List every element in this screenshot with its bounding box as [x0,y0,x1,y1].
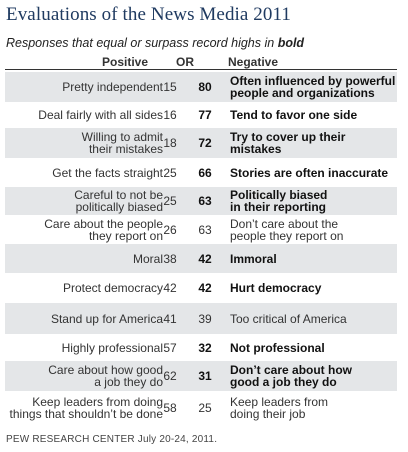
positive-label: Pretty independent [62,80,163,94]
text-line: Careful to not be [74,188,163,202]
column-header-positive: Positive [102,55,149,69]
text-line: Often influenced by powerful [230,74,396,88]
negative-label: Don’t care about how good a job they do [230,364,400,388]
positive-value: 26 [163,222,177,237]
negative-label: Not professional [230,340,325,355]
text-line: in their reporting [230,200,326,214]
text-line: Politically biased [230,188,328,202]
negative-value: 66 [198,165,212,180]
positive-value: 15 [163,80,177,94]
table-row: Careful to not be politically biased 25 63 P… [5,187,397,215]
column-header-or: OR [176,55,194,69]
table-row: Stand up for America 41 39 Too critical of … [5,303,397,334]
text-line: people they report on [230,228,344,243]
text-line: Try to cover up their [230,130,346,144]
negative-label: Stories are often inaccurate [230,165,389,180]
table-row: Get the facts straight 25 66 Stories are of… [5,158,397,187]
table-row: Care about how good a job they do 62 31 Don’… [5,361,397,391]
source-note: PEW RESEARCH CENTER July 20-24, 2011. [6,434,218,445]
negative-value: 42 [198,281,212,295]
negative-label: Hurt democracy [230,281,322,295]
text-line: Keep leaders from doing [32,394,163,409]
text-line: Care about how good [48,363,163,377]
negative-label: Immoral [230,251,277,266]
positive-value: 41 [163,311,177,326]
table-row: Deal fairly with all sides 16 77 Tend to fa… [5,101,397,128]
negative-value: 25 [198,400,212,415]
table-row: Keep leaders from doing things that shoul… [5,391,397,424]
negative-value: 77 [198,107,212,122]
text-line: politically biased [75,200,163,214]
text-line: Care about the people [44,216,163,231]
table-row: Pretty independent 15 80 Often influenced b… [5,72,397,102]
text-line: their mistakes [88,142,163,156]
negative-value: 80 [198,80,212,94]
column-header-negative: Negative [228,55,279,69]
positive-value: 42 [163,281,177,295]
positive-value: 58 [163,400,177,415]
negative-label: Too critical of America [230,311,347,326]
text-line: Don’t care about the [230,216,339,231]
subtitle-bold-word: bold [277,36,305,50]
positive-label: Stand up for America [50,311,163,326]
subtitle: Responses that equal or surpass record h… [6,36,304,50]
text-line: they report on [88,228,163,243]
text-line: people and organizations [230,86,375,100]
header-rule [5,69,397,70]
text-line: Keep leaders from [230,394,329,409]
positive-value: 18 [163,136,177,150]
negative-value: 63 [198,194,212,208]
positive-label: Willing to admit their mistakes [0,131,163,155]
positive-label: Highly professional [61,340,163,355]
positive-label: Careful to not be politically biased [0,189,163,213]
negative-value: 42 [198,251,212,266]
positive-label: Protect democracy [62,281,163,295]
negative-label: Don’t care about the people they report o… [230,218,400,242]
positive-value: 62 [163,369,177,383]
positive-label: Moral [132,251,163,266]
text-line: a job they do [94,375,163,389]
positive-label: Keep leaders from doing things that shoul… [0,396,163,420]
negative-label: Tend to favor one side [230,107,358,122]
negative-value: 72 [198,136,212,150]
text-line: Don’t care about how [230,363,353,377]
negative-value: 32 [198,340,212,355]
negative-value: 39 [198,311,212,326]
positive-label: Get the facts straight [52,165,163,180]
negative-value: 31 [198,369,212,383]
positive-label: Deal fairly with all sides [38,107,163,122]
positive-value: 38 [163,251,177,266]
positive-value: 25 [163,194,177,208]
positive-value: 25 [163,165,177,180]
text-line: doing their job [230,406,306,421]
table-row: Moral 38 42 Immoral [5,244,397,273]
positive-label: Care about the people they report on [0,218,163,242]
table-row: Highly professional 57 32 Not professional [5,334,397,361]
table-row: Willing to admit their mistakes 18 72 Try to… [5,128,397,158]
negative-label: Politically biased in their reporting [230,189,400,213]
text-line: Willing to admit [81,130,163,144]
text-line: good a job they do [230,375,337,389]
table-row: Protect democracy 42 42 Hurt democracy [5,273,397,303]
negative-label: Try to cover up their mistakes [230,131,400,155]
table-row: Care about the people they report on 26 63 D… [5,215,397,244]
text-line: mistakes [230,142,282,156]
negative-label: Keep leaders from doing their job [230,396,400,420]
subtitle-text: Responses that equal or surpass record h… [6,36,278,50]
negative-label: Often influenced by powerful people and o… [230,75,400,99]
positive-value: 16 [163,107,177,122]
page-title: Evaluations of the News Media 2011 [6,4,291,25]
text-line: things that shouldn’t be done [9,406,163,421]
positive-value: 57 [163,340,177,355]
negative-value: 63 [198,222,212,237]
positive-label: Care about how good a job they do [0,364,163,388]
